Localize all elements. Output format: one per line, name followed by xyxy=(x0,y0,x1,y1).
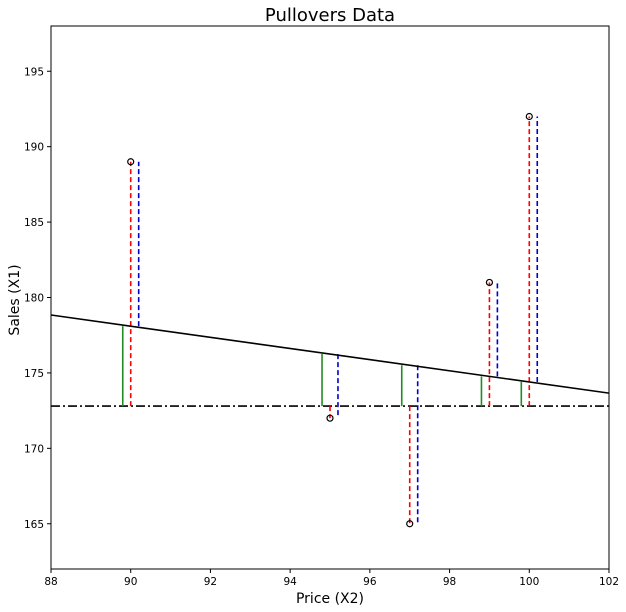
regression-line xyxy=(51,314,609,394)
x-tick-label: 88 xyxy=(44,576,57,588)
data-point xyxy=(485,278,494,287)
x-axis-label: Price (X2) xyxy=(296,591,364,607)
y-tick-label: 165 xyxy=(24,519,44,531)
plot-layer: 88 90 92 94 96 98 100 102 165 170 175 180 185 190 195 xyxy=(24,66,619,588)
x-tick-label: 98 xyxy=(443,576,456,588)
x-tick-label: 92 xyxy=(204,576,217,588)
data-point xyxy=(326,414,334,422)
chart-title: Pullovers Data xyxy=(265,5,395,26)
y-axis-label: Sales (X1) xyxy=(7,264,23,335)
y-tick-label: 170 xyxy=(24,443,44,455)
x-tick-label: 94 xyxy=(283,576,297,588)
x-tick-label: 100 xyxy=(519,576,539,588)
y-tick-label: 185 xyxy=(24,217,44,229)
y-tick-label: 190 xyxy=(24,142,44,154)
x-tick-label: 96 xyxy=(363,576,377,588)
data-point xyxy=(127,158,135,166)
x-tick-label: 102 xyxy=(599,576,619,588)
x-tick-label: 90 xyxy=(124,576,137,588)
data-point xyxy=(525,112,533,121)
y-tick-label: 195 xyxy=(24,66,44,78)
y-tick-label: 180 xyxy=(24,293,44,305)
plot-frame xyxy=(50,25,610,570)
data-point xyxy=(406,520,414,528)
y-tick-label: 175 xyxy=(24,368,44,380)
